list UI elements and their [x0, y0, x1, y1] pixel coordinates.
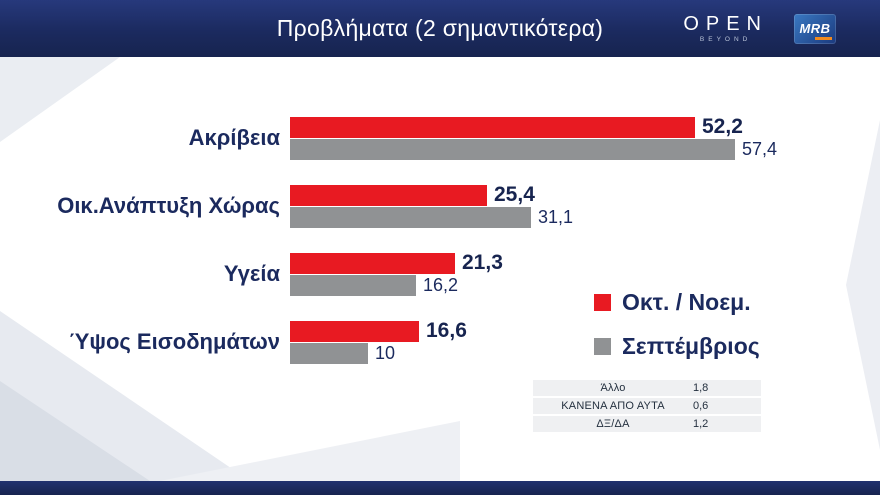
bar-september [290, 274, 416, 296]
value-label: 10 [375, 342, 396, 363]
legend-item: Σεπτέμβριος [594, 332, 760, 359]
chart-row: Ύψος Εισοδημάτων 16,6 10 [0, 308, 790, 376]
value-label: 25,4 [494, 183, 535, 206]
bar-line: 10 [290, 342, 467, 364]
decorative-shape-right [846, 120, 880, 450]
bar-group: 25,4 31,1 [290, 183, 573, 228]
bar-line: 25,4 [290, 183, 573, 206]
legend-swatch [594, 293, 611, 311]
chart-row: Ακρίβεια 52,2 57,4 [0, 104, 790, 172]
chart-row: Υγεία 21,3 16,2 [0, 240, 790, 308]
footnote-label: ΔΞ/ΔΑ [596, 418, 630, 430]
bar-oct-nov [290, 116, 695, 138]
category-label: Υγεία [223, 261, 280, 286]
bar-oct-nov [290, 184, 487, 206]
value-label: 31,1 [538, 206, 574, 227]
legend-label: Οκτ. / Νοεμ. [622, 288, 751, 315]
footnote-value: 1,8 [693, 382, 709, 394]
category-label: Ύψος Εισοδημάτων [68, 329, 280, 354]
open-logo: OPEN BEYOND [683, 14, 768, 43]
bar-line: 16,2 [290, 274, 503, 296]
open-logo-text: OPEN [683, 13, 768, 35]
category-label: Ακρίβεια [188, 125, 280, 150]
bar-chart: Ακρίβεια 52,2 57,4 Οικ.Ανάπτυξη Χώρας 25,4 31… [0, 104, 790, 376]
footer-bar [0, 481, 880, 495]
open-logo-subtext: BEYOND [699, 36, 752, 43]
footnote-row: Άλλο 1,8 [533, 380, 761, 396]
value-label: 52,2 [702, 115, 743, 138]
header-bar: Προβλήματα (2 σημαντικότερα) OPEN BEYOND… [0, 0, 880, 57]
bar-oct-nov [290, 320, 419, 342]
value-label: 16,2 [423, 274, 459, 295]
bar-september [290, 206, 531, 228]
bar-september [290, 138, 735, 160]
mrb-logo-accent [815, 36, 832, 40]
bar-group: 16,6 10 [290, 319, 467, 364]
footnote-label: ΚΑΝΕΝΑ ΑΠΟ ΑΥΤΑ [561, 400, 665, 412]
bar-group: 21,3 16,2 [290, 251, 503, 296]
header-logos: OPEN BEYOND MRB [683, 0, 836, 57]
value-label: 21,3 [462, 251, 503, 274]
page-title: Προβλήματα (2 σημαντικότερα) [276, 15, 604, 41]
bar-line: 21,3 [290, 251, 503, 274]
footnote-value: 0,6 [693, 400, 709, 412]
bar-line: 52,2 [290, 115, 777, 138]
footnote-value: 1,2 [693, 418, 709, 430]
legend-label: Σεπτέμβριος [622, 332, 760, 359]
value-label: 16,6 [426, 319, 467, 342]
value-label: 57,4 [742, 138, 778, 159]
chart-row: Οικ.Ανάπτυξη Χώρας 25,4 31,1 [0, 172, 790, 240]
mrb-logo: MRB [794, 13, 836, 44]
bar-september [290, 342, 368, 364]
legend-item: Οκτ. / Νοεμ. [594, 288, 760, 315]
bar-line: 31,1 [290, 206, 573, 228]
bar-line: 57,4 [290, 138, 777, 160]
footnote-row: ΔΞ/ΔΑ 1,2 [533, 416, 761, 432]
footnote-row: ΚΑΝΕΝΑ ΑΠΟ ΑΥΤΑ 0,6 [533, 398, 761, 414]
bar-line: 16,6 [290, 319, 467, 342]
footnote-table: Άλλο 1,8 ΚΑΝΕΝΑ ΑΠΟ ΑΥΤΑ 0,6 ΔΞ/ΔΑ 1,2 [533, 380, 761, 434]
footnote-label: Άλλο [600, 382, 626, 394]
category-label: Οικ.Ανάπτυξη Χώρας [57, 193, 280, 218]
legend-swatch [594, 337, 611, 355]
bar-group: 52,2 57,4 [290, 115, 777, 160]
chart-legend: Οκτ. / Νοεμ. Σεπτέμβριος [594, 288, 760, 378]
mrb-logo-text: MRB [799, 21, 831, 36]
bar-oct-nov [290, 252, 455, 274]
